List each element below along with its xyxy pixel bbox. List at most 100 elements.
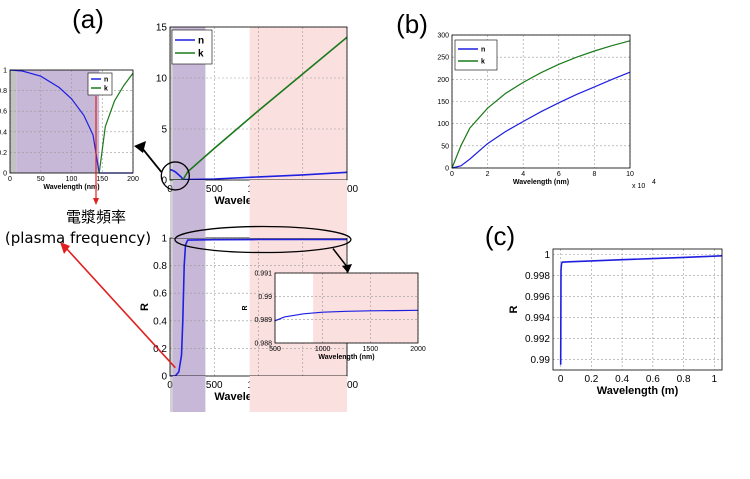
axes-frame [552,248,723,371]
y-tick-label: 0.998 [525,271,550,282]
x-tick-label: 500 [206,184,223,195]
series-line-k [451,40,631,169]
x-tick-label: 2000 [336,380,359,391]
series-line-n [451,71,631,169]
band-connector-pink [249,180,347,238]
x-tick-label: 6 [557,171,561,178]
x-tick-label: 10 [626,171,634,178]
x-tick-label: 8 [592,171,596,178]
series-line-R [274,309,419,322]
y-tick-label: 100 [437,121,449,128]
y-tick-label: 50 [441,143,449,150]
x-tick-label: 500 [269,346,281,353]
annotation-cjk: 電漿頻率 [66,208,126,226]
band-connector-purple [172,180,206,238]
axes-frame [451,34,631,169]
y-tick-label: 5 [161,125,167,136]
y-tick-label: 0.989 [254,317,272,324]
series-line-n [9,69,133,174]
x-tick-label: 0.4 [615,374,629,385]
y-tick-label: 250 [437,55,449,62]
band-tail-pink [249,376,347,412]
zoom-ellipse-marker [174,225,352,254]
legend-label-n: n [104,77,108,84]
x-tick-label: 50 [37,176,45,183]
band-connector-grey [170,180,173,238]
x-tick-label: 2000 [410,346,426,353]
x-tick-label: 150 [96,176,108,183]
y-tick-label: 200 [437,77,449,84]
x-tick-label: 2000 [336,184,359,195]
y-tick-label: 0.99 [531,355,551,366]
shaded-band [170,238,173,376]
shaded-band [170,27,173,180]
y-tick-label: 0.8 [0,88,7,95]
y-tick-label: 10 [156,74,168,85]
legend-label-k: k [104,86,108,93]
y-tick-label: 0.992 [525,334,550,345]
annotation-en: (plasma frequency) [5,229,151,247]
x-tick-label: 1500 [363,346,379,353]
axes-frame [9,69,134,174]
y-tick-label: 0.6 [153,289,167,300]
x-axis-multiplier-exponent: 4 [652,179,656,186]
legend-label-k: k [481,59,485,66]
y-tick-label: 0.99 [258,294,272,301]
legend-label-n: n [481,47,485,54]
legend-box [171,29,213,65]
shaded-band [172,238,206,376]
y-tick-label: 150 [437,99,449,106]
y-axis-label: R [139,303,151,311]
x-tick-label: 1 [712,374,718,385]
y-tick-label: 1 [544,250,550,261]
y-tick-label: 0 [161,176,167,187]
x-tick-label: 0.2 [584,374,598,385]
x-tick-label: 0.6 [646,374,660,385]
y-tick-label: 0.994 [525,313,550,324]
x-tick-label: 4 [521,171,525,178]
y-tick-label: 300 [437,33,449,40]
x-tick-label: 200 [127,176,139,183]
legend-label-k: k [198,49,204,60]
x-tick-label: 0 [167,380,173,391]
shaded-band [10,70,17,173]
inset-arrow-line [332,248,349,269]
x-axis-multiplier: x 10 [632,183,645,190]
y-tick-label: 0.4 [0,129,7,136]
y-tick-label: 0 [161,372,167,383]
plasma-arrow-head-up [60,242,70,254]
y-tick-label: 0.8 [153,261,167,272]
chart-a-inset-nk: 0 50 100 150 200 0 0.2 0.4 0.6 0.8 1 Wavelength (nm… [0,68,139,192]
zoom-arrow-line [141,147,163,173]
plasma-arrow-head-down [93,198,99,205]
y-axis-label: R [242,305,249,310]
x-tick-label: 0 [450,171,454,178]
plasma-arrow-diagonal [65,247,176,369]
y-tick-label: 1 [161,234,167,245]
y-tick-label: 0.2 [0,150,7,157]
series-line-R [170,238,347,377]
inset-arrow-head [342,264,352,273]
x-tick-label: 2 [486,171,490,178]
x-axis-label: Wavelength (nm) [513,179,569,186]
y-tick-label: 0.988 [254,341,272,348]
panel-label-b: (b) [396,9,428,39]
chart-a-nk: 0500100015002000051015Wavelength (nm)nk [156,23,359,208]
zoom-circle-marker [160,161,190,191]
y-tick-label: 15 [156,23,168,34]
chart-a-R-inset: 500 1000 1500 2000 0.988 0.989 0.99 0.991 Wavele… [242,271,426,362]
x-tick-label: 0 [558,374,564,385]
legend-box [87,72,113,96]
panel-label-a: (a) [72,4,104,34]
series-line-k [98,72,134,174]
y-tick-label: 0.991 [254,271,272,278]
y-tick-label: 0 [3,171,7,178]
chart-c: 0 0.2 0.4 0.6 0.8 1 0.99 0.992 0.994 0.996 0.998 1 W… [508,248,723,397]
legend-box [454,39,498,71]
series-line-R [559,255,723,365]
y-axis-label: R [508,305,520,313]
y-tick-label: 1 [3,68,7,75]
shaded-band [313,273,418,343]
